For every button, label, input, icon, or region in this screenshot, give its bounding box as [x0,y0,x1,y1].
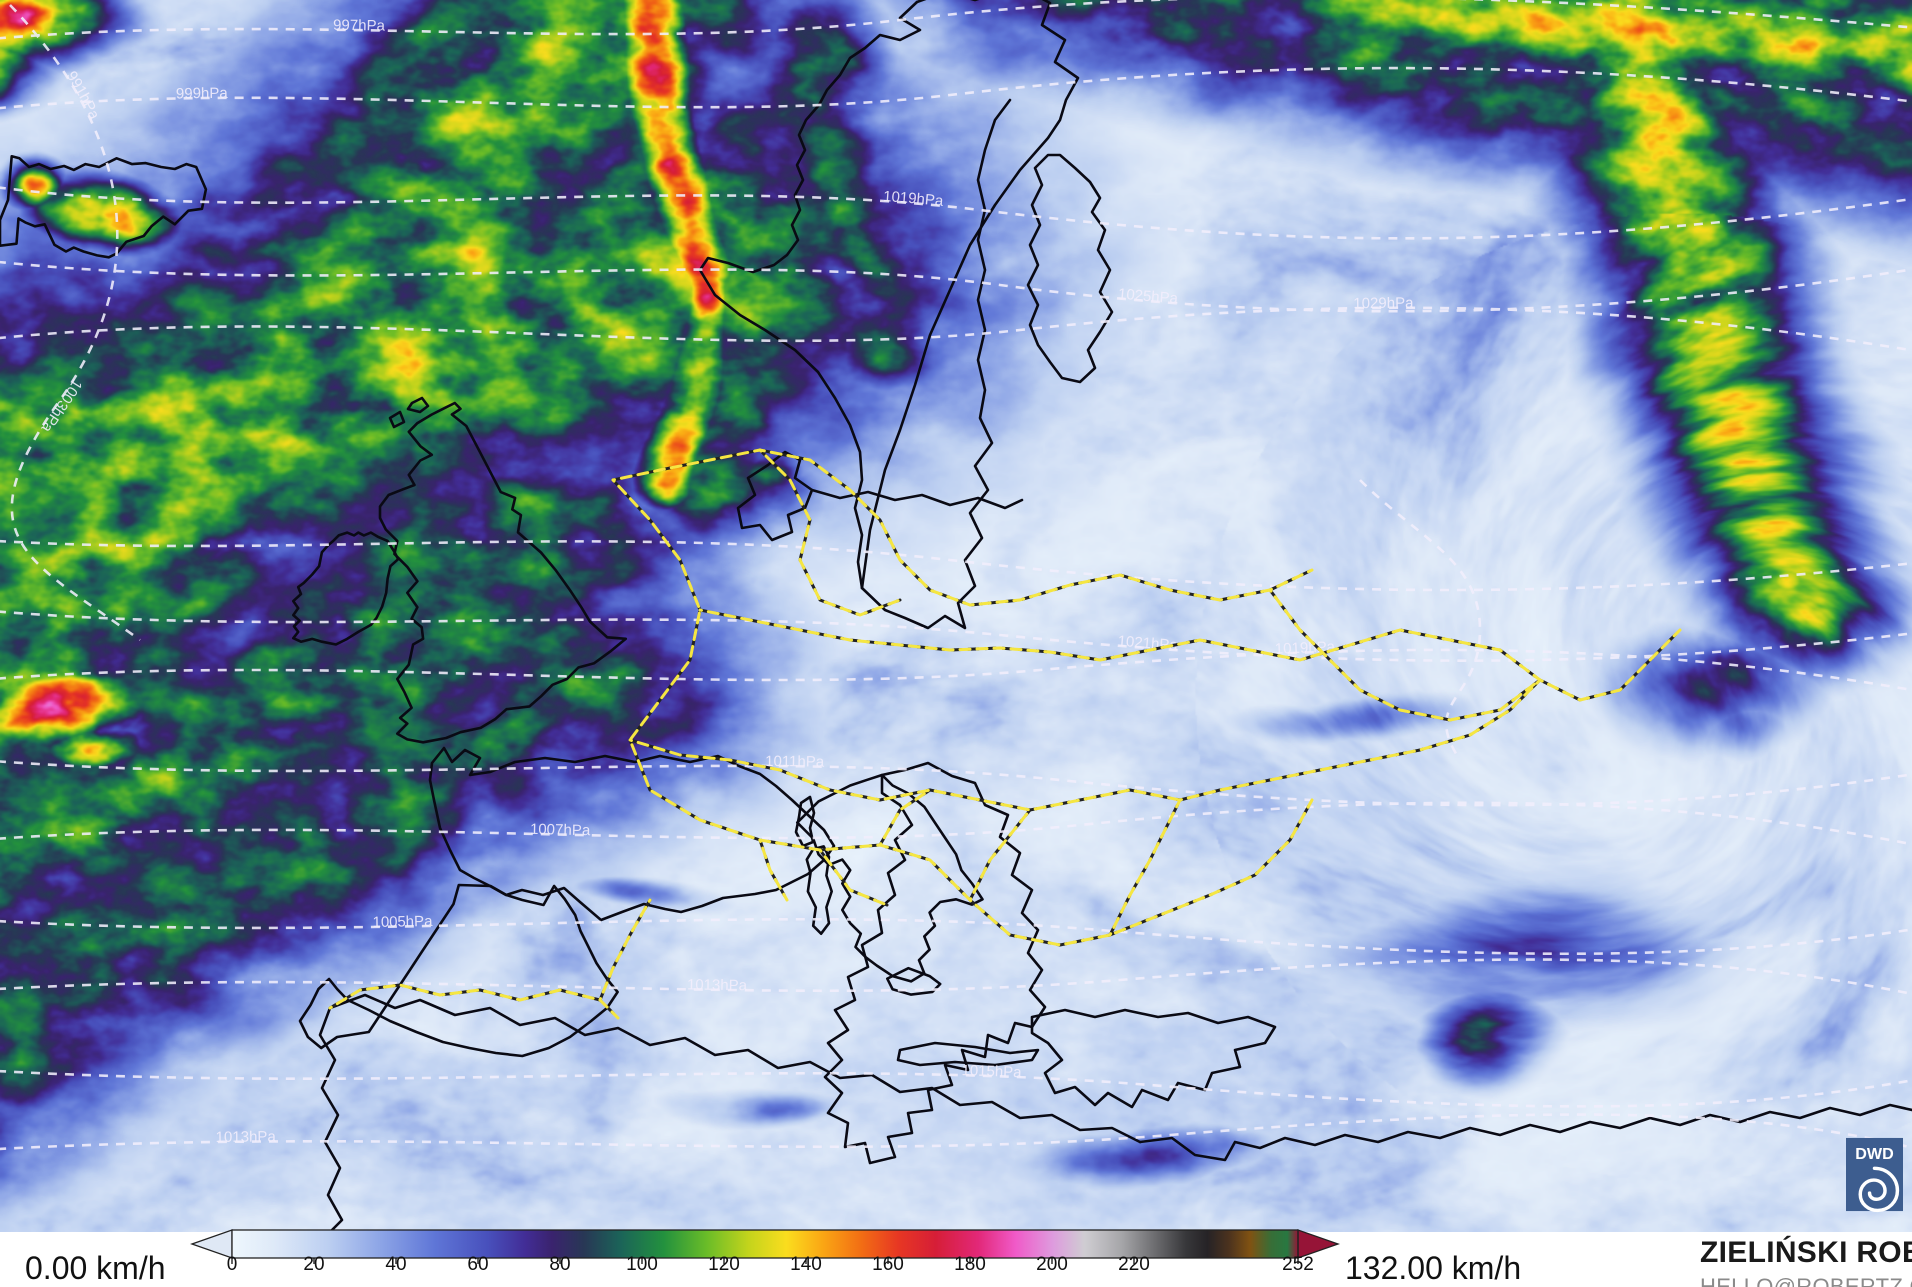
svg-text:252: 252 [1282,1254,1314,1270]
svg-text:200: 200 [1036,1254,1068,1270]
svg-text:1029hPa: 1029hPa [1353,295,1414,312]
svg-text:60: 60 [467,1254,488,1270]
svg-text:1019hPa: 1019hPa [883,188,945,210]
svg-text:1007hPa: 1007hPa [530,821,591,839]
svg-text:1003hPa: 1003hPa [37,376,85,436]
svg-text:140: 140 [790,1254,822,1270]
svg-text:180: 180 [954,1254,986,1270]
svg-text:991hPa: 991hPa [63,68,103,122]
svg-text:80: 80 [549,1254,570,1270]
svg-text:1005hPa: 1005hPa [372,913,433,931]
svg-text:40: 40 [385,1254,406,1270]
svg-text:0: 0 [227,1254,238,1270]
svg-text:220: 220 [1118,1254,1150,1270]
svg-text:160: 160 [872,1254,904,1270]
svg-text:999hPa: 999hPa [176,85,229,103]
svg-text:1015hPa: 1015hPa [961,1062,1022,1081]
svg-text:20: 20 [303,1254,324,1270]
svg-text:997hPa: 997hPa [333,17,386,35]
svg-text:1025hPa: 1025hPa [1117,285,1179,307]
svg-text:1013hPa: 1013hPa [687,976,748,994]
svg-text:1013hPa: 1013hPa [215,1128,276,1146]
svg-text:DWD: DWD [1855,1145,1893,1163]
svg-text:100: 100 [626,1254,658,1270]
svg-text:120: 120 [708,1254,740,1270]
